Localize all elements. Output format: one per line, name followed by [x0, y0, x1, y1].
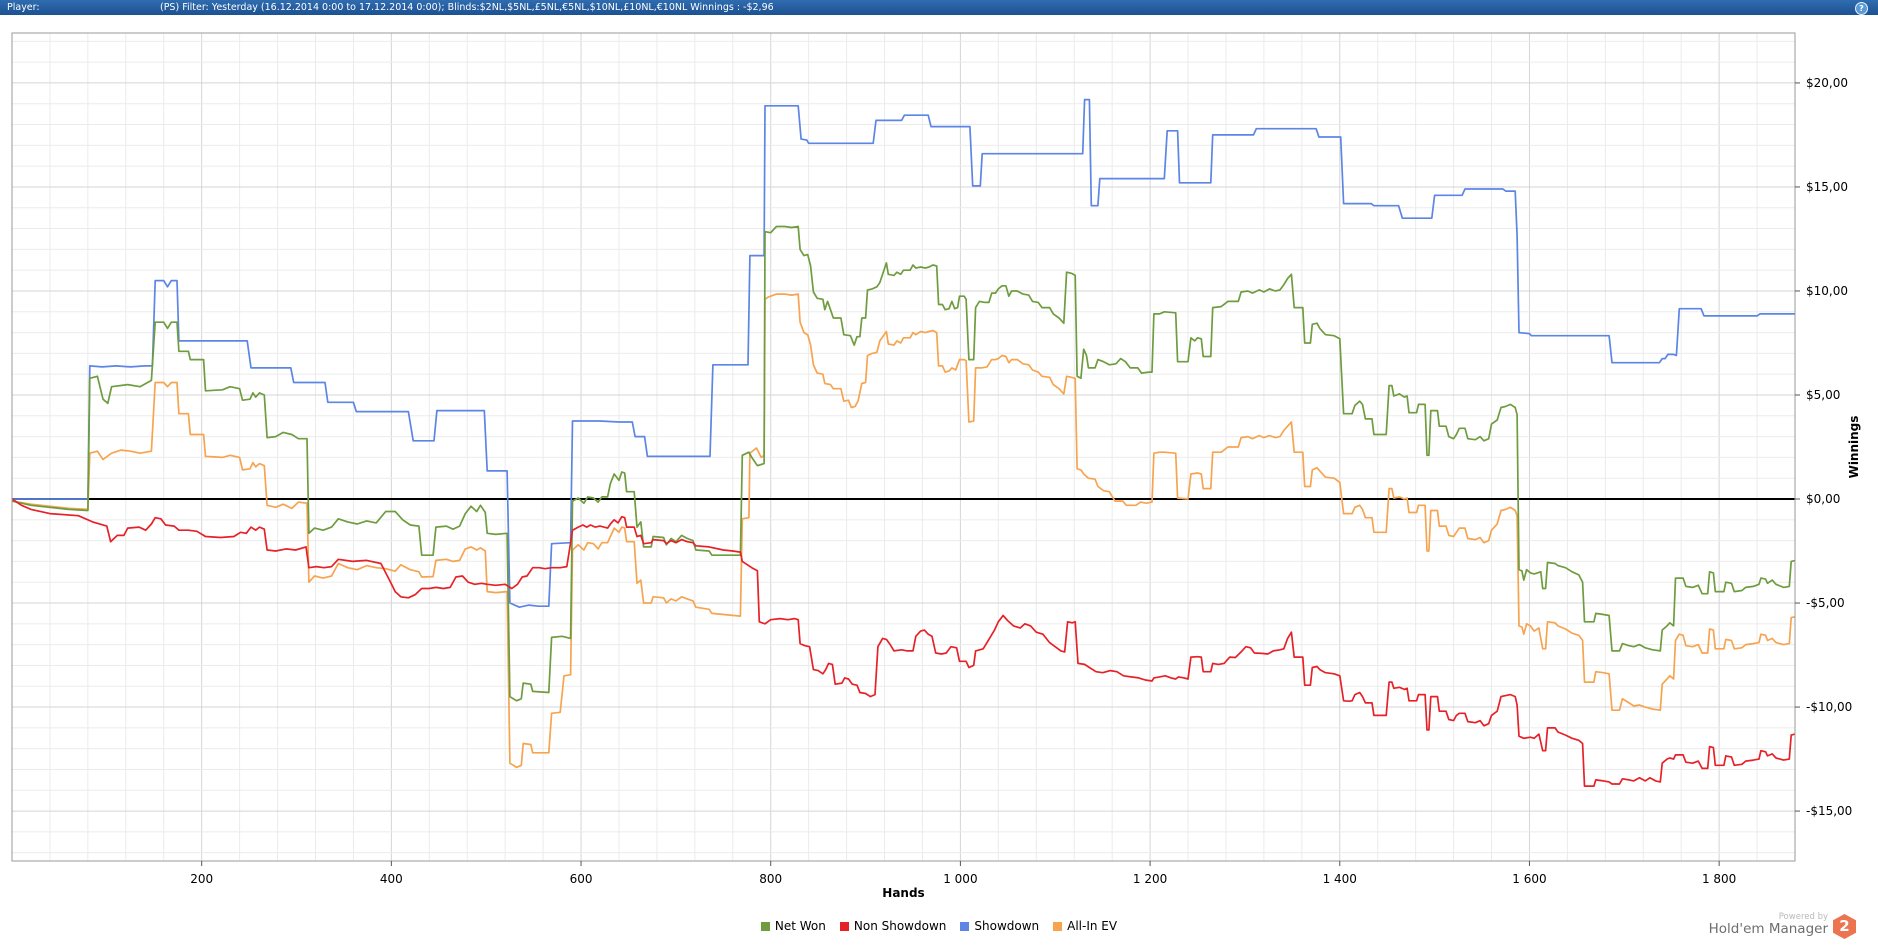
legend-swatch-icon	[960, 922, 970, 931]
legend-label: Showdown	[974, 919, 1040, 933]
chart-legend: Net Won Non Showdown Showdown All-In EV	[0, 919, 1878, 933]
legend-label: Non Showdown	[853, 919, 947, 933]
player-label: Player:	[7, 2, 40, 13]
x-axis-title: Hands	[882, 886, 924, 900]
y-tick-label: -$10,00	[1806, 700, 1852, 714]
y-tick-label: $10,00	[1806, 284, 1848, 298]
x-tick-label: 200	[190, 872, 213, 886]
filter-summary-text: (PS) Filter: Yesterday (16.12.2014 0:00 …	[160, 2, 774, 13]
y-tick-label: $15,00	[1806, 180, 1848, 194]
y-tick-label: $0,00	[1806, 492, 1840, 506]
series-line-net-won	[11, 225, 1796, 702]
legend-label: All-In EV	[1067, 919, 1118, 933]
help-icon[interactable]: ?	[1855, 2, 1868, 15]
x-tick-label: 1 000	[943, 872, 977, 886]
powered-by-footer: Powered by Hold'em Manager 2	[1608, 912, 1868, 942]
legend-label: Net Won	[774, 919, 826, 933]
series-line-all-in-ev	[11, 293, 1796, 769]
series-line-showdown	[12, 98, 1795, 609]
title-bar: Player: (PS) Filter: Yesterday (16.12.20…	[0, 0, 1878, 15]
holdem-manager-2-logo-icon: 2	[1833, 914, 1856, 939]
x-tick-label: 1 800	[1702, 872, 1736, 886]
x-tick-label: 1 200	[1133, 872, 1167, 886]
y-tick-label: $20,00	[1806, 76, 1848, 90]
x-tick-label: 1 600	[1512, 872, 1546, 886]
legend-item-non-showdown[interactable]: Non Showdown	[839, 919, 947, 933]
legend-swatch-icon	[1053, 922, 1063, 931]
legend-item-all-in-ev[interactable]: All-In EV	[1053, 919, 1117, 933]
legend-item-showdown[interactable]: Showdown	[960, 919, 1039, 933]
y-axis-title: Winnings	[1847, 416, 1861, 479]
x-tick-label: 800	[759, 872, 782, 886]
series-line-non-showdown	[11, 498, 1796, 787]
legend-swatch-icon	[760, 922, 770, 931]
y-tick-label: -$15,00	[1806, 804, 1852, 818]
x-tick-label: 600	[570, 872, 593, 886]
y-tick-label: -$5,00	[1806, 596, 1845, 610]
x-tick-label: 1 400	[1323, 872, 1357, 886]
powered-by-label: Powered by	[1778, 912, 1828, 922]
legend-item-net-won[interactable]: Net Won	[760, 919, 826, 933]
x-tick-label: 400	[380, 872, 403, 886]
y-tick-label: $5,00	[1806, 388, 1840, 402]
legend-swatch-icon	[839, 922, 849, 931]
plot-area	[12, 33, 1795, 861]
plot-border	[11, 32, 1796, 862]
holdem-manager-brand: Hold'em Manager	[1708, 921, 1828, 937]
